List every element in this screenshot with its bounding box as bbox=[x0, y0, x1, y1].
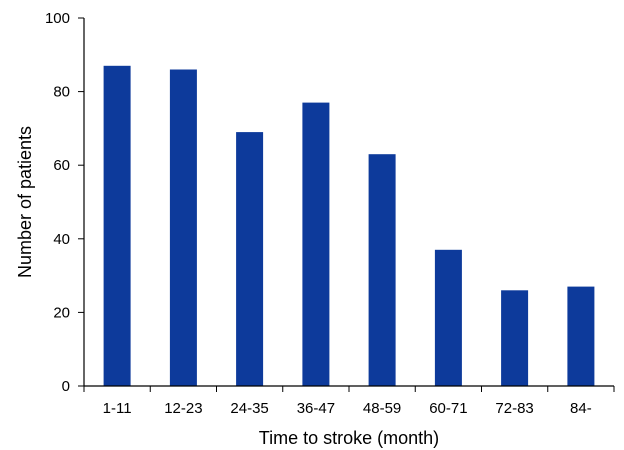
x-tick-label: 36-47 bbox=[297, 400, 335, 417]
bar-60-71 bbox=[434, 249, 462, 386]
x-axis-title: Time to stroke (month) bbox=[259, 428, 439, 448]
y-tick-label: 60 bbox=[53, 157, 70, 174]
bar-24-35 bbox=[236, 132, 264, 386]
x-tick-label: 72-83 bbox=[495, 400, 533, 417]
bar-72-83 bbox=[501, 290, 529, 386]
bar-1-11 bbox=[103, 65, 131, 387]
x-tick-label: 12-23 bbox=[164, 400, 202, 417]
y-tick-label: 100 bbox=[45, 10, 70, 27]
bars-group bbox=[103, 65, 595, 387]
x-ticks-group: 1-11 12-23 24-35 36-47 48-59 60-71 72-83 84- bbox=[83, 386, 615, 417]
y-tick-label: 0 bbox=[62, 378, 70, 395]
y-tick-label: 20 bbox=[53, 304, 70, 321]
bar-48-59 bbox=[368, 154, 396, 386]
x-tick-label: 1-11 bbox=[103, 400, 132, 417]
y-ticks-group: 0 20 40 60 80 100 bbox=[45, 10, 84, 395]
y-axis-title: Number of patients bbox=[15, 126, 35, 278]
x-tick-label: 84- bbox=[570, 400, 592, 417]
bar-12-23 bbox=[169, 69, 197, 386]
x-tick-label: 24-35 bbox=[230, 400, 268, 417]
y-tick-label: 40 bbox=[53, 231, 70, 248]
y-tick-label: 80 bbox=[53, 84, 70, 101]
bar-36-47 bbox=[302, 102, 330, 386]
x-tick-label: 48-59 bbox=[363, 400, 401, 417]
x-tick-label: 60-71 bbox=[429, 400, 467, 417]
bar-84- bbox=[567, 286, 595, 386]
